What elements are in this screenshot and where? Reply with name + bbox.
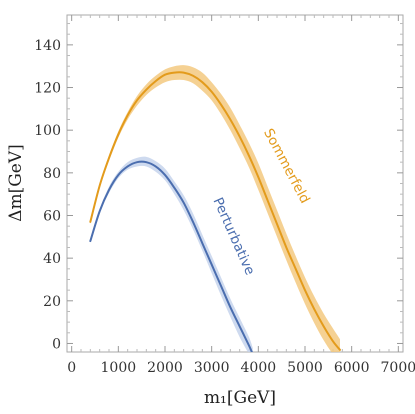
y-tick-label: 80 <box>43 166 61 182</box>
x-tick-label: 4000 <box>241 360 277 376</box>
y-tick-label: 60 <box>43 208 61 224</box>
x-axis-label: m₁[GeV] <box>204 388 276 408</box>
y-axis-ticks <box>67 23 403 344</box>
line-sommerfeld <box>89 71 341 351</box>
band-perturbative <box>90 156 253 352</box>
x-axis-tick-labels: 0 1000 2000 3000 4000 5000 6000 7000 <box>67 360 415 376</box>
line-perturbative <box>89 160 253 352</box>
x-tick-label: 5000 <box>287 360 323 376</box>
band-sommerfeld <box>90 65 340 352</box>
y-tick-label: 140 <box>34 38 61 54</box>
plot-frame <box>66 14 404 353</box>
series-layer <box>89 65 341 352</box>
y-tick-label: 40 <box>43 251 61 267</box>
y-axis-label: Δm[GeV] <box>6 144 26 222</box>
y-tick-label: 100 <box>34 123 61 139</box>
x-tick-label: 2000 <box>147 360 183 376</box>
y-tick-label: 20 <box>43 294 61 310</box>
y-axis-tick-labels: 0 20 40 60 80 100 120 140 <box>34 38 61 353</box>
series-label-perturbative: Perturbative <box>209 195 257 277</box>
x-tick-label: 3000 <box>194 360 230 376</box>
y-tick-label: 120 <box>34 81 61 97</box>
x-tick-label: 7000 <box>381 360 415 376</box>
x-axis-ticks <box>71 15 399 352</box>
x-tick-label: 6000 <box>334 360 370 376</box>
x-tick-label: 0 <box>67 360 76 376</box>
x-tick-label: 1000 <box>101 360 137 376</box>
y-tick-label: 0 <box>52 336 61 352</box>
